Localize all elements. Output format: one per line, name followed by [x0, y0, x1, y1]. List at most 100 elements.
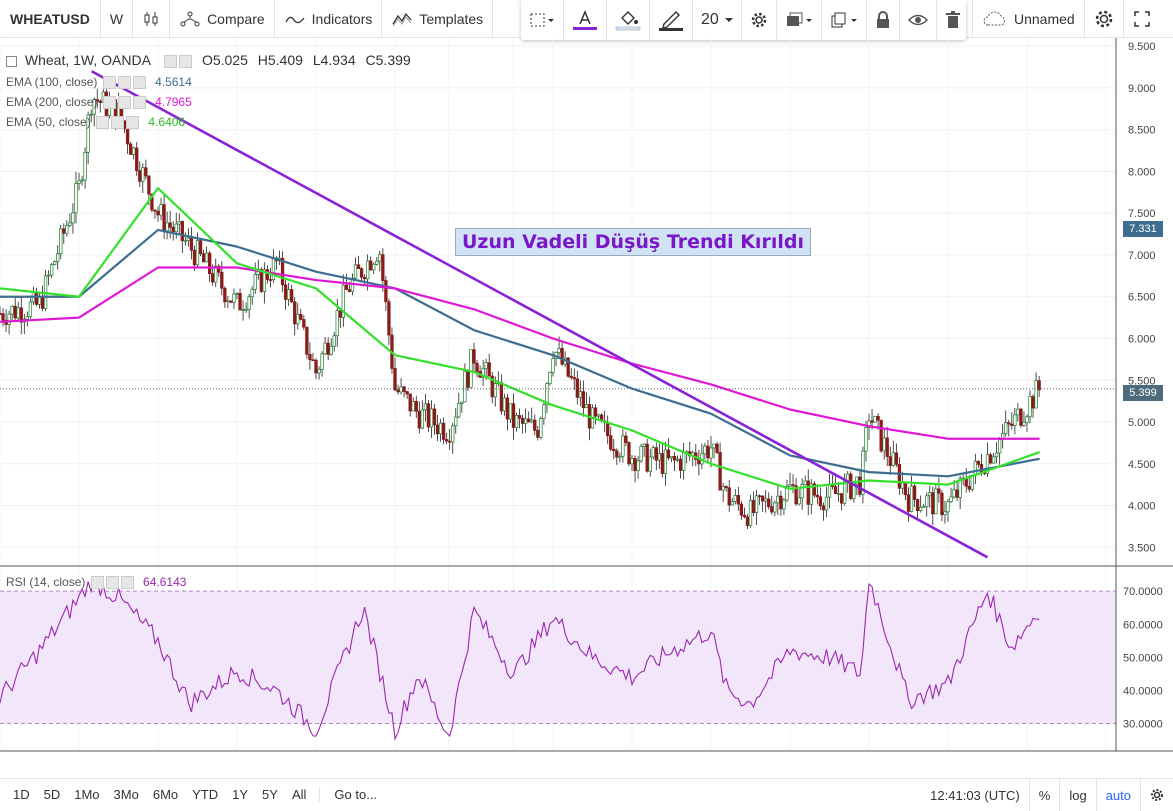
- scale-settings-button[interactable]: [1140, 779, 1173, 811]
- text-color-button[interactable]: [564, 0, 607, 40]
- close-icon[interactable]: [132, 76, 146, 90]
- candle-body: [189, 237, 194, 251]
- candle-body: [1031, 396, 1035, 409]
- cloud-icon: [983, 11, 1005, 26]
- candle-body: [991, 456, 996, 464]
- range-1y[interactable]: 1Y: [232, 787, 249, 802]
- settings-icon[interactable]: [117, 76, 131, 90]
- close-icon[interactable]: [126, 116, 140, 130]
- close-icon[interactable]: [179, 54, 193, 68]
- compare-button[interactable]: Compare: [170, 0, 275, 38]
- eye-icon[interactable]: [102, 96, 116, 110]
- clone-button[interactable]: [822, 0, 867, 40]
- chart-style-button[interactable]: [133, 0, 171, 38]
- candle-body: [46, 274, 51, 277]
- range-5y[interactable]: 5Y: [262, 787, 278, 802]
- candle-body: [472, 349, 476, 364]
- interval-selector[interactable]: W: [101, 0, 134, 38]
- candle-body: [204, 252, 209, 263]
- candle-body: [220, 271, 224, 289]
- symbol-selector[interactable]: WHEATUSD: [0, 0, 101, 38]
- candle-body: [156, 210, 160, 216]
- settings-icon[interactable]: [105, 576, 119, 590]
- candle-body: [967, 485, 971, 490]
- range-1d[interactable]: 1D: [13, 787, 30, 802]
- price-tick-label: 3.500: [1128, 542, 1156, 554]
- chart-area[interactable]: 9.500 9.000 8.500 8.000 7.500 7.000 6.500 6.000…: [0, 38, 1173, 754]
- range-3mo[interactable]: 3Mo: [113, 787, 139, 802]
- axes: 9.500 9.000 8.500 8.000 7.500 7.000 6.500 6.000…: [0, 38, 1173, 752]
- candle-body: [876, 415, 880, 421]
- chart-settings-button[interactable]: [1085, 0, 1124, 38]
- candle-body: [897, 464, 902, 489]
- ema100-legend: EMA (100, close) 4.5614: [6, 75, 192, 90]
- range-1mo[interactable]: 1Mo: [74, 787, 100, 802]
- eye-icon[interactable]: [102, 76, 116, 90]
- candle-body: [645, 443, 649, 472]
- candle-body: [177, 221, 181, 225]
- rsi-tick-label: 50.0000: [1123, 652, 1163, 664]
- lock-button[interactable]: [867, 0, 900, 40]
- candle-body: [958, 477, 962, 498]
- select-area-button[interactable]: [521, 0, 564, 40]
- layout-name-button[interactable]: Unnamed: [972, 0, 1085, 38]
- eye-icon[interactable]: [90, 576, 104, 590]
- collapse-icon[interactable]: [6, 55, 17, 67]
- candle-body: [338, 310, 342, 318]
- visual-order-button[interactable]: [777, 0, 822, 40]
- delete-button[interactable]: [937, 0, 969, 40]
- candle-body: [159, 204, 163, 216]
- candle-body: [37, 296, 42, 305]
- goto-button[interactable]: Go to...: [319, 787, 384, 802]
- close-icon[interactable]: [132, 96, 146, 110]
- settings-icon[interactable]: [164, 54, 178, 68]
- candle-body: [669, 455, 674, 459]
- settings-icon[interactable]: [111, 116, 125, 130]
- range-5d[interactable]: 5D: [43, 787, 61, 802]
- candle-body: [283, 284, 288, 300]
- range-all[interactable]: All: [291, 787, 307, 802]
- percent-toggle[interactable]: %: [1028, 779, 1060, 811]
- indicators-button[interactable]: Indicators: [275, 0, 383, 38]
- candle-body: [621, 435, 625, 457]
- candle-body: [739, 503, 744, 516]
- candle-body: [864, 427, 868, 452]
- drawing-settings-button[interactable]: [742, 0, 777, 40]
- fullscreen-button[interactable]: [1124, 0, 1160, 38]
- rsi-label: RSI (14, close): [6, 575, 86, 589]
- fill-color-button[interactable]: [607, 0, 650, 40]
- candle-body: [40, 296, 45, 309]
- candle-body: [715, 443, 719, 453]
- font-size-selector[interactable]: 20: [693, 0, 742, 40]
- line-color-button[interactable]: [650, 0, 693, 40]
- templates-button[interactable]: Templates: [382, 0, 494, 38]
- auto-toggle[interactable]: auto: [1095, 779, 1140, 811]
- candle-body: [280, 257, 285, 286]
- candle-body: [627, 442, 631, 465]
- candle-body: [344, 284, 349, 290]
- trendline: [91, 70, 989, 559]
- candle-body: [912, 485, 917, 500]
- range-6mo[interactable]: 6Mo: [152, 787, 179, 802]
- ema-line: [0, 228, 1040, 478]
- candle-body: [709, 447, 713, 459]
- hide-button[interactable]: [900, 0, 937, 40]
- trend-annotation[interactable]: Uzun Vadeli Düşüş Trendi Kırıldı: [455, 228, 811, 256]
- candle-body: [736, 495, 740, 505]
- settings-icon[interactable]: [117, 96, 131, 110]
- trendline-line: [91, 70, 989, 559]
- close-icon[interactable]: [120, 576, 134, 590]
- range-ytd[interactable]: YTD: [192, 787, 219, 802]
- candle-body: [153, 209, 157, 212]
- candle-body: [141, 167, 145, 182]
- candle-body: [74, 183, 78, 214]
- chart-canvas[interactable]: 9.500 9.000 8.500 8.000 7.500 7.000 6.500 6.000…: [0, 38, 1173, 754]
- text-color-icon: [573, 10, 597, 30]
- candle-body: [536, 430, 540, 438]
- candle-body: [533, 419, 537, 431]
- log-toggle[interactable]: log: [1059, 779, 1095, 811]
- candle-body: [1010, 423, 1014, 426]
- ema50-value: 4.6406: [148, 115, 186, 129]
- eye-icon[interactable]: [96, 116, 110, 130]
- candle-body: [490, 375, 494, 398]
